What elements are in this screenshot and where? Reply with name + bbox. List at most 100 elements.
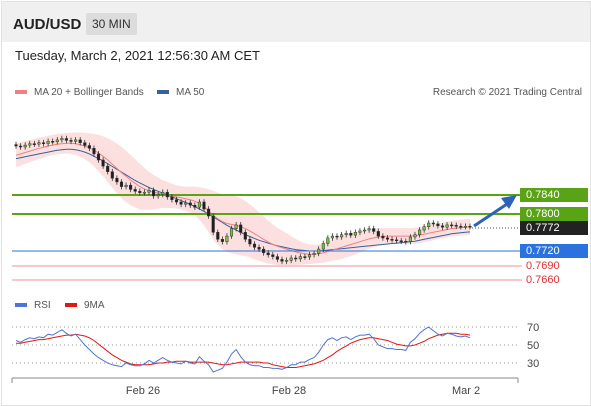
candle-body (28, 143, 32, 146)
candle-body (381, 235, 385, 239)
forecast-arrow-head (501, 195, 517, 209)
candle-body (207, 208, 211, 217)
candle-body (239, 224, 243, 233)
rsi-tick-50: 50 (527, 340, 539, 352)
candle-body (418, 229, 422, 235)
candle-body (257, 247, 261, 250)
candle-body (344, 233, 348, 235)
candle-body (184, 202, 188, 205)
candle-body (41, 142, 46, 144)
candle-body (326, 237, 330, 244)
support-label-3: 0.7660 (526, 274, 560, 286)
candle-body (349, 233, 353, 236)
candle-body (78, 139, 82, 143)
candle-body (106, 165, 110, 172)
candle-body (211, 215, 215, 233)
rsi-ma-line (16, 332, 471, 368)
ma50-legend-swatch (157, 90, 169, 94)
candle-body (408, 236, 412, 242)
candle-body (358, 230, 362, 233)
support-label-1: 0.7720 (520, 244, 588, 258)
candle-body (193, 205, 197, 208)
candle-body (119, 181, 124, 187)
candle-body (32, 143, 36, 145)
candle-body (129, 184, 133, 190)
candle-body (422, 226, 426, 231)
ma50-line (15, 148, 471, 252)
candle-body (161, 191, 165, 195)
candle-body (271, 254, 275, 257)
candle-body (234, 224, 238, 229)
candle-body (55, 139, 59, 143)
candle-body (335, 235, 339, 238)
candle-body (307, 254, 312, 258)
candle-body (454, 225, 458, 227)
candle-body (266, 252, 270, 256)
candle-body (92, 148, 96, 155)
x-tick-mar2: Mar 2 (452, 385, 480, 397)
candle-body (69, 140, 73, 142)
candle-body (138, 191, 142, 193)
candle-body (87, 145, 91, 149)
candle-body (427, 222, 431, 227)
x-tick-feb28: Feb 28 (272, 385, 306, 397)
candle-body (101, 159, 105, 167)
datetime-label: Tuesday, March 2, 2021 12:56:30 AM CET (15, 48, 260, 63)
candle-body (298, 256, 302, 260)
candle-body (152, 190, 156, 197)
candle-body (450, 224, 454, 227)
candle-body (142, 191, 146, 194)
rsi-tick-70: 70 (527, 322, 539, 334)
candle-body (110, 171, 114, 179)
candle-body (96, 153, 101, 161)
candle-body (23, 144, 27, 148)
candle-body (468, 226, 472, 228)
symbol-title: AUD/USD (13, 16, 82, 33)
candle-body (124, 184, 128, 187)
candle-body (220, 239, 224, 242)
ma20-legend-swatch (15, 90, 27, 94)
candle-body (413, 234, 417, 238)
bollinger-band-area (16, 132, 470, 265)
candle-body (463, 226, 467, 228)
candle-body (165, 191, 169, 198)
candle-body (385, 237, 390, 240)
timeframe-badge[interactable]: 30 MIN (86, 13, 137, 35)
candle-body (202, 201, 206, 210)
candle-body (353, 232, 357, 236)
candle-body (225, 235, 229, 242)
candle-body (248, 239, 252, 245)
candle-body (404, 240, 408, 243)
resistance-label-2: 0.7800 (520, 207, 588, 221)
candle-body (19, 145, 23, 148)
candle-body (147, 190, 151, 193)
ma20-legend-label: MA 20 + Bollinger Bands (34, 87, 144, 98)
candle-body (83, 142, 87, 146)
candle-body (216, 232, 220, 240)
current-price-label: 0.7772 (520, 221, 588, 235)
candle-body (376, 231, 380, 237)
candle-body (294, 257, 298, 260)
candle-body (115, 177, 119, 183)
candle-body (330, 235, 334, 239)
candle-body (317, 248, 321, 254)
candle-body (459, 226, 463, 228)
candle-body (74, 139, 78, 142)
candle-body (156, 194, 160, 197)
rsi-legend-label: RSI (34, 300, 51, 311)
candle-body (243, 232, 247, 240)
candle-body (179, 201, 183, 205)
rsi-line (15, 326, 471, 373)
candle-body (46, 141, 50, 144)
candle-body (197, 201, 201, 208)
candle-body (362, 229, 367, 232)
candle-body (174, 199, 179, 203)
candle-body (431, 222, 435, 225)
candle-body (372, 228, 376, 232)
candle-body (436, 223, 440, 227)
x-tick-feb26: Feb 26 (126, 385, 160, 397)
candle-body (289, 257, 293, 261)
forecast-arrow (473, 200, 511, 228)
candlestick-series (14, 135, 472, 265)
